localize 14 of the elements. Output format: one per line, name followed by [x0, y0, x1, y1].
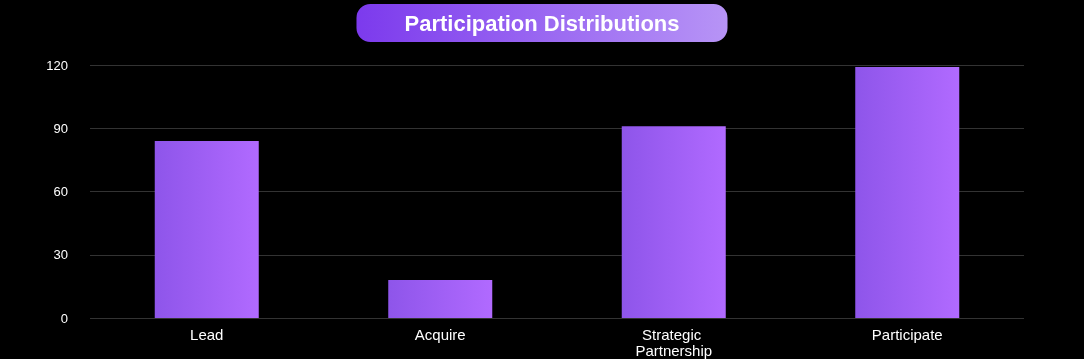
x-tick-label: Strategic Partnership [635, 325, 713, 359]
bar [621, 126, 726, 318]
bar [855, 67, 960, 318]
bar [154, 140, 259, 318]
y-tick-label: 30 [53, 247, 68, 263]
y-tick-label: 90 [53, 120, 68, 136]
x-tick-label: Lead [190, 325, 224, 343]
chart-title: Participation Distributions [404, 10, 680, 36]
y-tick-label: 120 [46, 57, 68, 73]
y-tick-label: 60 [53, 184, 68, 199]
x-tick-label: Participate [871, 325, 943, 343]
y-tick-label: 0 [60, 310, 68, 326]
x-tick-label: Acquire [414, 325, 466, 343]
bar [388, 280, 493, 318]
